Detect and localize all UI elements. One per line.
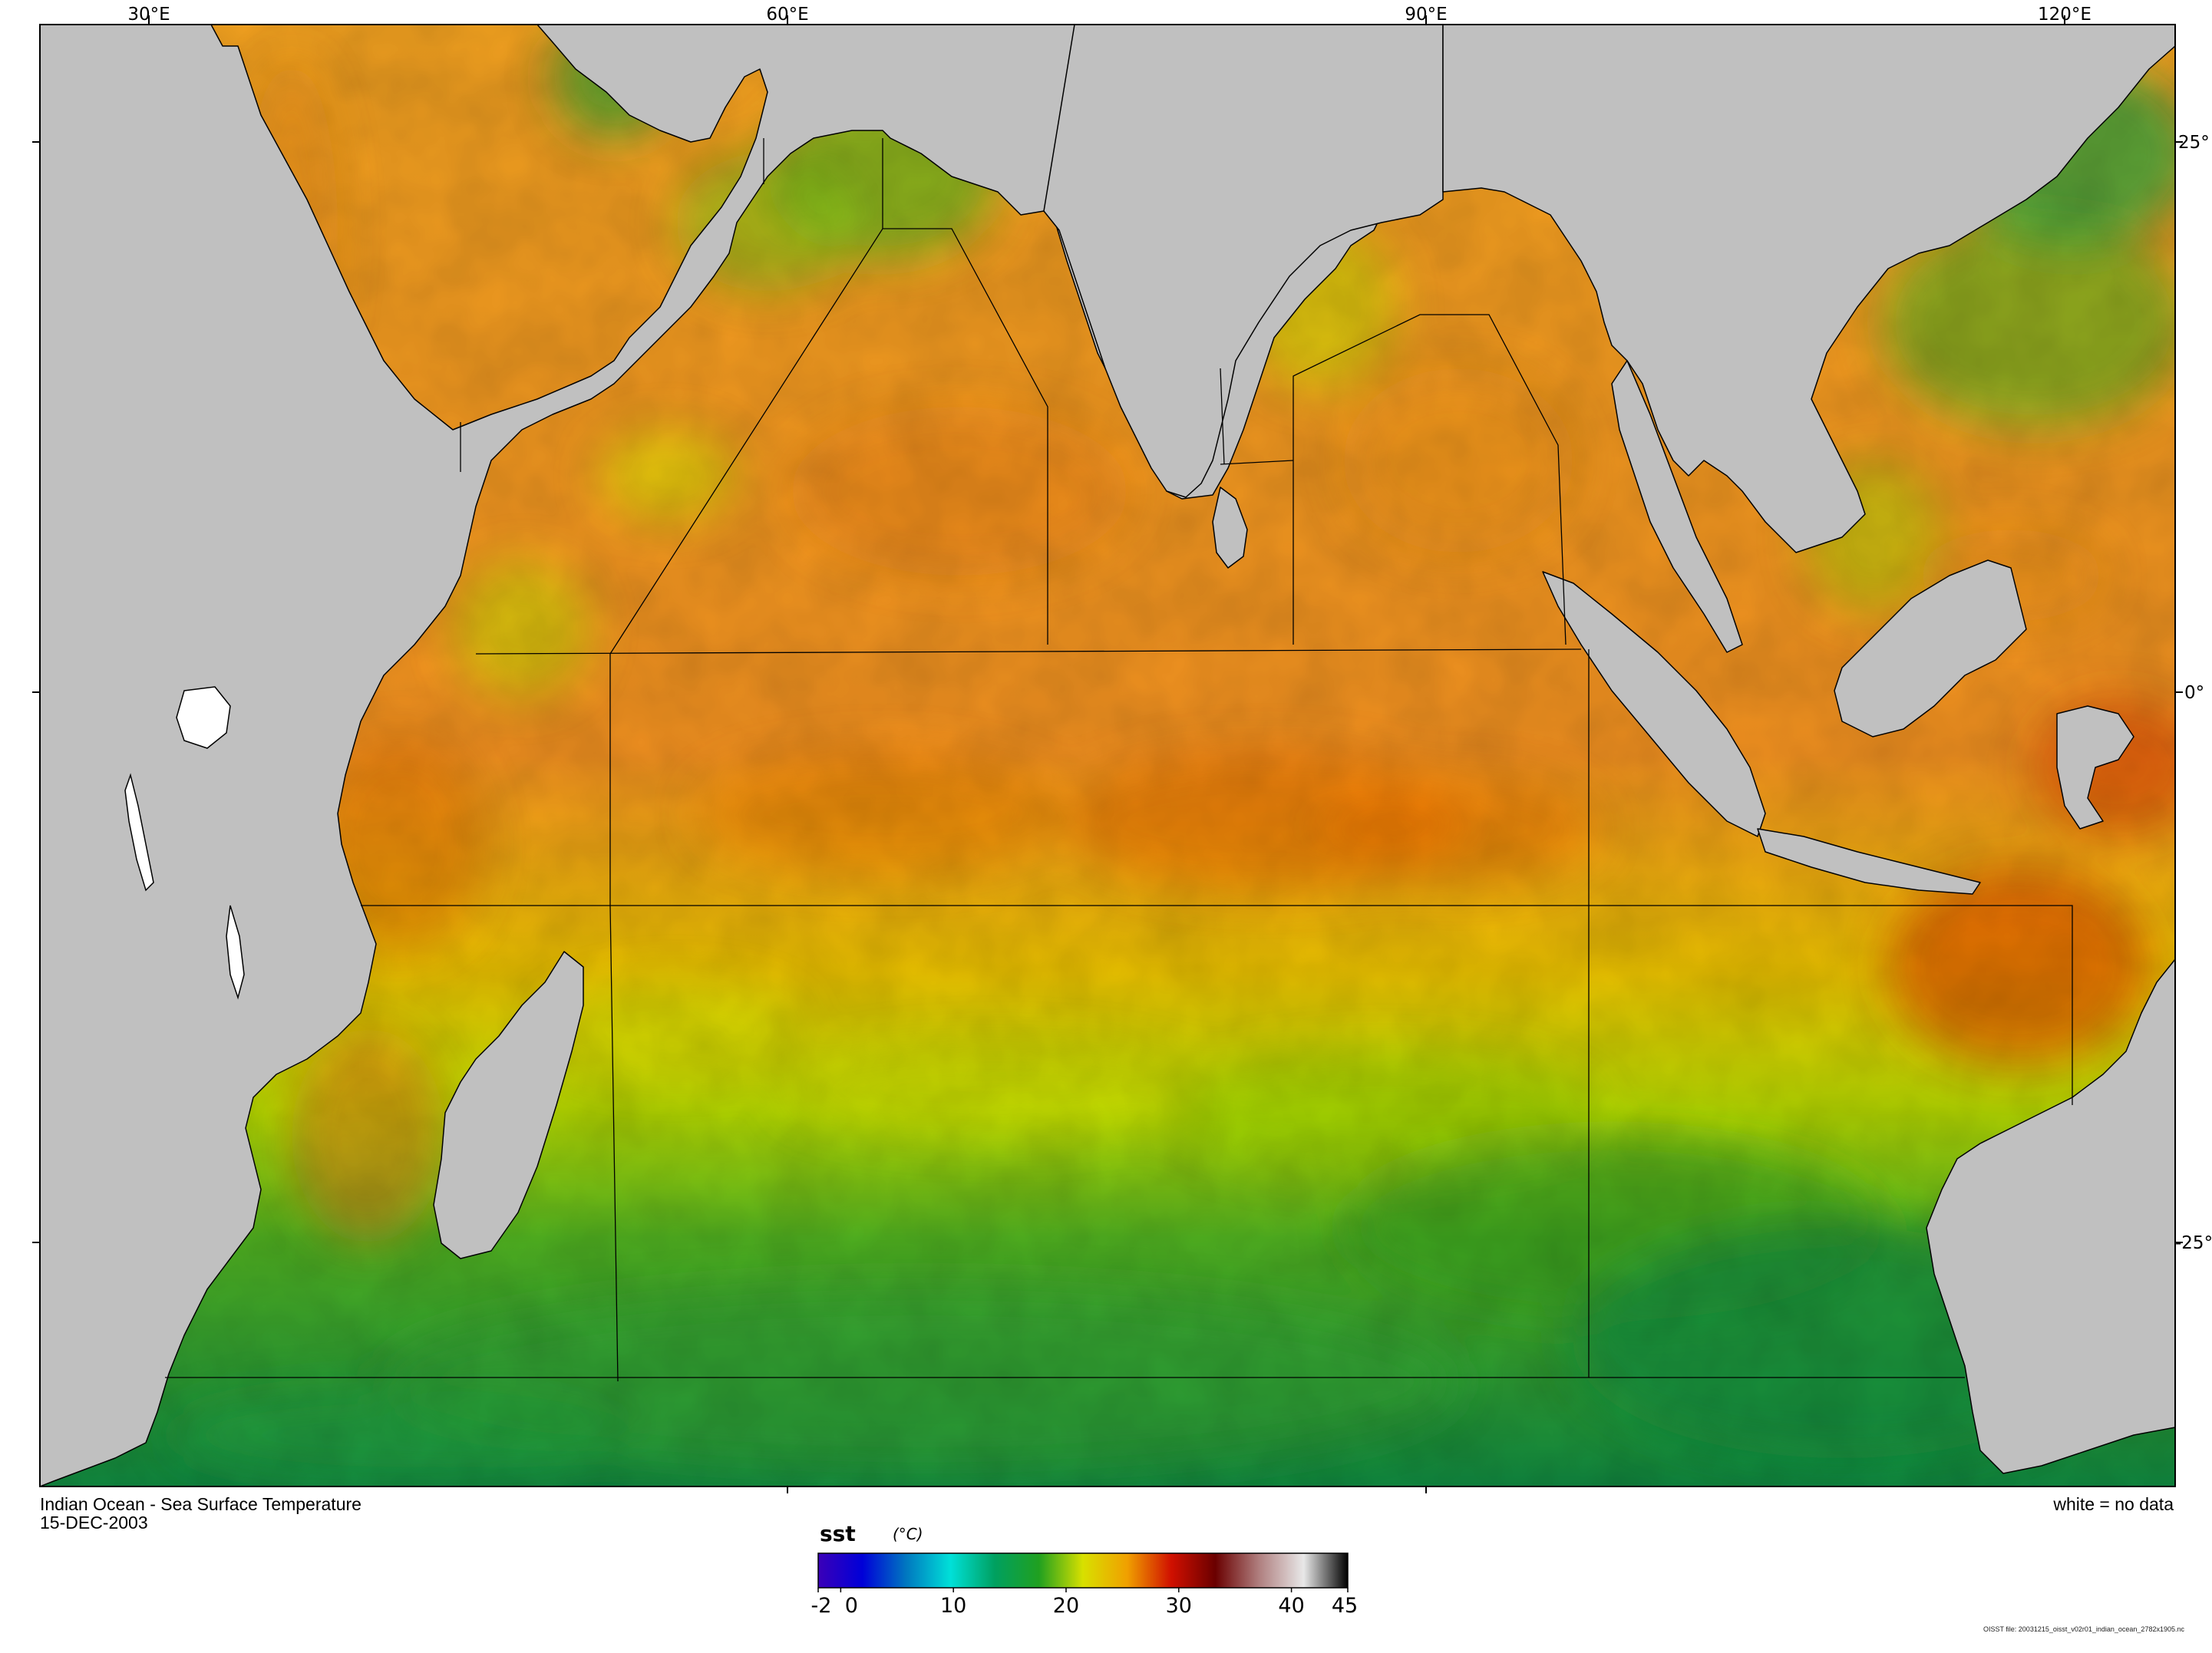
colorbar-tick-label: 10: [940, 1594, 966, 1618]
colorbar-ticks: -2 0 10 20 30 40 45: [811, 1588, 1358, 1618]
map-field: [40, 25, 2175, 1486]
lat-label-25s: -25°: [2175, 1233, 2212, 1253]
africa-landmass: [40, 25, 1444, 1486]
lon-labels: 30°E 60°E 90°E 120°E: [127, 5, 2091, 25]
land: [40, 25, 2175, 1486]
lat-label-0: 0°: [2184, 683, 2204, 703]
australia-landmass: [1926, 958, 2175, 1474]
sulawesi-island: [2056, 705, 2134, 830]
colorbar-units: (°C): [893, 1525, 923, 1543]
colorbar-tick-label: -2: [811, 1594, 832, 1618]
lat-label-25n: 25°: [2178, 133, 2210, 153]
lake-malawi: [226, 905, 245, 1000]
colorbar-tick-label: 45: [1332, 1594, 1358, 1618]
sri-lanka-island: [1212, 487, 1248, 569]
colorbar-tick-label: 20: [1053, 1594, 1079, 1618]
no-data-note: white = no data: [2053, 1494, 2174, 1514]
colorbar-tick-label: 0: [845, 1594, 858, 1618]
borneo-island: [1834, 559, 2027, 737]
lon-label-30e: 30°E: [127, 5, 170, 25]
sumatra-island: [1542, 571, 1766, 837]
no-data-areas: [124, 686, 245, 1000]
india-landmass: [1043, 25, 1444, 498]
lake-tanganyika: [124, 773, 154, 892]
colorbar-gradient: [817, 1552, 1349, 1589]
malay-peninsula: [1611, 360, 1743, 653]
map-frame: [39, 24, 2176, 1487]
madagascar-island: [433, 951, 584, 1259]
colorbar-tick-label: 30: [1166, 1594, 1192, 1618]
southeast-asia-landmass: [1442, 25, 2175, 553]
java-island: [1757, 828, 1981, 895]
lat-labels: 25° 0° -25°: [2175, 133, 2212, 1253]
lon-label-90e: 90°E: [1405, 5, 1447, 25]
region-boundaries: [165, 138, 2073, 1382]
colorbar: sst (°C) -2 0 10 20 30 40 45: [811, 1521, 1359, 1618]
axis-ticks: [32, 15, 2183, 1493]
lon-label-60e: 60°E: [766, 5, 808, 25]
lon-label-120e: 120°E: [2038, 5, 2091, 25]
file-note: OISST file: 20031215_oisst_v02r01_indian…: [1983, 1625, 2184, 1633]
colorbar-tick-label: 40: [1278, 1594, 1304, 1618]
map-date: 15-DEC-2003: [40, 1513, 148, 1533]
map-title: Indian Ocean - Sea Surface Temperature: [40, 1494, 362, 1514]
colorbar-variable: sst: [820, 1521, 856, 1546]
lake-victoria: [176, 686, 231, 749]
